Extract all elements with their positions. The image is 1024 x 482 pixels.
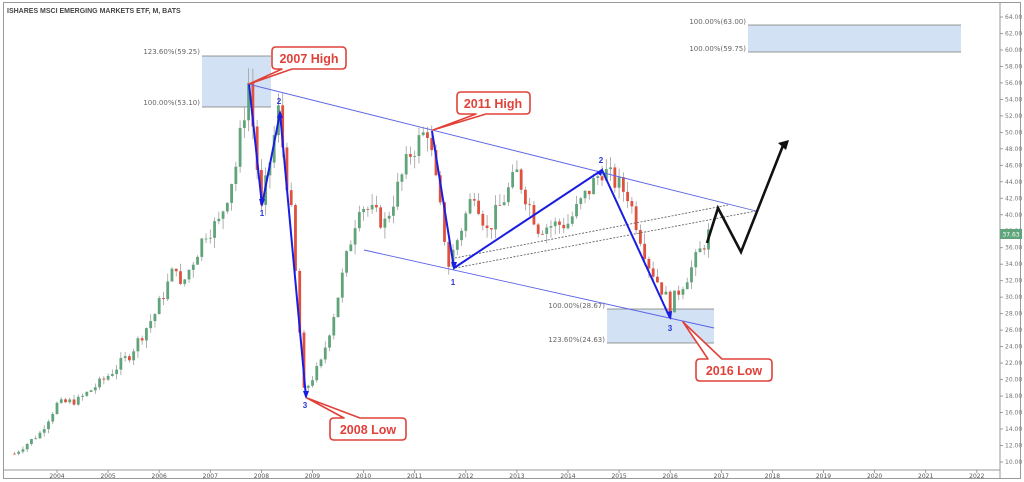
projection-path[interactable] bbox=[705, 140, 789, 256]
y-tick-label: 28.00 bbox=[1005, 311, 1022, 318]
y-tick-label: 62.00 bbox=[1005, 30, 1022, 37]
y-tick-label: 60.00 bbox=[1005, 47, 1022, 54]
inner-dotted-channel[interactable] bbox=[454, 204, 757, 269]
last-price-value: 37.63 bbox=[1002, 232, 1019, 239]
callout-2007-high[interactable]: 2007 High bbox=[248, 46, 347, 85]
x-tick-label: 2013 bbox=[509, 473, 524, 480]
y-axis-ticks: 64.00 62.00 60.00 58.00 56.00 54.00 52.00 50.00… bbox=[1000, 14, 1022, 466]
fib-box-bottom[interactable]: 100.00%(28.67) 123.60%(24.63) bbox=[548, 302, 714, 344]
x-tick-label: 2021 bbox=[918, 473, 933, 480]
y-tick-label: 40.00 bbox=[1005, 212, 1022, 219]
fib-label-100-bottom: 100.00%(28.67) bbox=[548, 302, 605, 310]
candlestick-series bbox=[13, 68, 710, 456]
fib-box-top-left[interactable]: 123.60%(59.25) 100.00%(53.10) bbox=[143, 48, 271, 108]
callout-label-2016-low: 2016 Low bbox=[706, 364, 763, 378]
x-axis-ticks: 2004 2005 2006 2007 2008 2009 2010 2011 2012 2013… bbox=[49, 470, 985, 480]
wave-label-1-a: 1 bbox=[260, 209, 265, 218]
last-price-badge: 37.63 bbox=[1000, 229, 1022, 239]
y-tick-label: 18.00 bbox=[1005, 393, 1022, 400]
x-tick-label: 2015 bbox=[611, 473, 626, 480]
callout-2008-low[interactable]: 2008 Low bbox=[306, 397, 407, 441]
y-tick-label: 42.00 bbox=[1005, 195, 1022, 202]
fib-label-100-top-right-upper: 100.00%(63.00) bbox=[689, 18, 746, 26]
x-tick-label: 2017 bbox=[714, 473, 729, 480]
wave-count-2007-2008[interactable] bbox=[248, 83, 309, 399]
y-tick-label: 52.00 bbox=[1005, 113, 1022, 120]
y-tick-label: 26.00 bbox=[1005, 327, 1022, 334]
x-tick-label: 2005 bbox=[100, 473, 115, 480]
y-tick-label: 34.00 bbox=[1005, 261, 1022, 268]
y-tick-label: 20.00 bbox=[1005, 377, 1022, 384]
y-tick-label: 54.00 bbox=[1005, 96, 1022, 103]
fib-label-100-top-right-lower: 100.00%(59.75) bbox=[689, 45, 746, 53]
x-tick-label: 2010 bbox=[356, 473, 371, 480]
x-tick-label: 2012 bbox=[458, 473, 473, 480]
fib-label-100-top-left: 100.00%(53.10) bbox=[143, 99, 200, 107]
y-tick-label: 36.00 bbox=[1005, 245, 1022, 252]
y-tick-label: 46.00 bbox=[1005, 162, 1022, 169]
chart-frame bbox=[3, 2, 1021, 479]
x-tick-label: 2006 bbox=[152, 473, 167, 480]
wave-label-3-a: 3 bbox=[303, 401, 308, 410]
chart-title: ISHARES MSCI EMERGING MARKETS ETF, M, BA… bbox=[7, 8, 181, 15]
y-tick-label: 22.00 bbox=[1005, 360, 1022, 367]
y-tick-label: 50.00 bbox=[1005, 129, 1022, 136]
callout-label-2011-high: 2011 High bbox=[464, 97, 522, 111]
x-tick-label: 2007 bbox=[203, 473, 218, 480]
x-tick-label: 2019 bbox=[816, 473, 831, 480]
y-tick-label: 12.00 bbox=[1005, 442, 1022, 449]
fib-label-123-top-left: 123.60%(59.25) bbox=[143, 48, 200, 56]
wave-count-2011-2016[interactable] bbox=[431, 130, 672, 320]
x-tick-label: 2009 bbox=[305, 473, 320, 480]
callout-2016-low[interactable]: 2016 Low bbox=[682, 321, 773, 382]
y-tick-label: 30.00 bbox=[1005, 294, 1022, 301]
y-tick-label: 16.00 bbox=[1005, 410, 1022, 417]
y-tick-label: 56.00 bbox=[1005, 80, 1022, 87]
y-tick-label: 10.00 bbox=[1005, 459, 1022, 466]
wave-label-3-b: 3 bbox=[668, 324, 673, 333]
y-tick-label: 58.00 bbox=[1005, 63, 1022, 70]
callout-2011-high[interactable]: 2011 High bbox=[432, 91, 531, 131]
callout-label-2008-low: 2008 Low bbox=[340, 423, 397, 437]
x-tick-label: 2004 bbox=[49, 473, 64, 480]
y-tick-label: 44.00 bbox=[1005, 179, 1022, 186]
fib-label-123-bottom: 123.60%(24.63) bbox=[548, 336, 605, 344]
y-tick-label: 48.00 bbox=[1005, 146, 1022, 153]
x-tick-label: 2008 bbox=[254, 473, 269, 480]
x-tick-label: 2014 bbox=[560, 473, 575, 480]
x-tick-label: 2011 bbox=[407, 473, 422, 480]
wave-label-1-b: 1 bbox=[451, 278, 456, 287]
fib-box-top-right[interactable]: 100.00%(63.00) 100.00%(59.75) bbox=[689, 18, 961, 53]
x-tick-label: 2020 bbox=[867, 473, 882, 480]
y-tick-label: 14.00 bbox=[1005, 426, 1022, 433]
callout-label-2007-high: 2007 High bbox=[279, 52, 338, 66]
y-tick-label: 32.00 bbox=[1005, 278, 1022, 285]
descending-channel[interactable] bbox=[247, 83, 757, 329]
x-tick-label: 2022 bbox=[969, 473, 984, 480]
x-tick-label: 2016 bbox=[663, 473, 678, 480]
x-tick-label: 2018 bbox=[765, 473, 780, 480]
y-tick-label: 64.00 bbox=[1005, 14, 1022, 21]
wave-label-2-a: 2 bbox=[277, 97, 282, 106]
y-tick-label: 24.00 bbox=[1005, 344, 1022, 351]
wave-label-2-b: 2 bbox=[599, 156, 604, 165]
